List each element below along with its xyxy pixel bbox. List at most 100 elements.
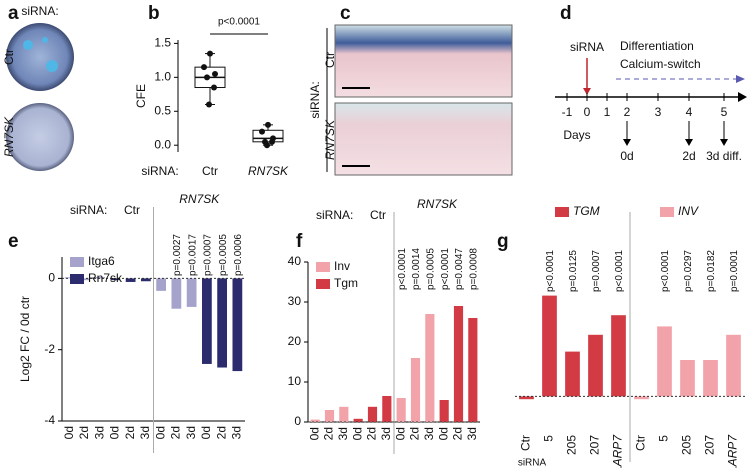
bar (657, 326, 672, 397)
x-tick-label: Ctr (519, 435, 533, 451)
day-label: 4 (686, 105, 693, 119)
y-tick-label: 1.0 (154, 70, 171, 84)
bar (125, 278, 136, 282)
bar (324, 410, 335, 422)
bar (726, 334, 741, 397)
bar (588, 334, 603, 397)
y-axis-label: CFE (134, 84, 148, 108)
panel-a (6, 23, 74, 171)
row-label: RN7SK (323, 119, 337, 160)
axis-label: Days (563, 128, 590, 142)
panel-label: c (340, 3, 351, 24)
p-value: p<0.0001 (440, 248, 451, 290)
bar (611, 315, 626, 397)
p-value: p<0.0001 (614, 250, 625, 292)
x-tick-label: LARP7 (726, 434, 740, 468)
data-point (201, 64, 207, 71)
x-tick-label: 3d (336, 427, 350, 440)
y-tick-label: 0 (294, 414, 301, 428)
y-tick-label: -4 (44, 413, 55, 427)
legend-label: TGM (573, 204, 600, 218)
y-tick-label: 10 (288, 374, 302, 388)
legend-swatch (660, 207, 674, 217)
x-tick-label: 0d (62, 426, 76, 439)
bar (140, 278, 151, 282)
x-tick-label: 3d (422, 427, 436, 440)
panel-d (555, 58, 747, 102)
panel-c (326, 24, 513, 176)
colony (42, 37, 48, 43)
x-tick-label: RN7SK (248, 164, 289, 178)
p-value: p=0.0001 (729, 250, 740, 292)
y-tick-label: 0.5 (154, 103, 171, 117)
group-label: Ctr (370, 208, 386, 222)
y-axis-label: Log2 FC / 0d ctr (18, 296, 32, 382)
legend-label: Tgm (334, 276, 358, 290)
day-label: 3 (655, 105, 662, 119)
row-label: RN7SK (2, 116, 16, 157)
group-label: Ctr (124, 203, 140, 217)
histology-image (334, 102, 513, 176)
bar (64, 277, 75, 279)
day-label: 0 (584, 105, 591, 119)
panel-label: d (560, 3, 572, 24)
bar (425, 314, 435, 422)
arrow-head (583, 88, 591, 95)
x-tick-label: 0d (436, 427, 450, 440)
x-tick-label: 3d (92, 426, 106, 439)
arrow-head (623, 139, 631, 146)
p-value: p=0.0007 (203, 234, 214, 276)
y-tick-label: 20 (288, 334, 302, 348)
arrow-head (720, 139, 728, 146)
bar (186, 278, 197, 307)
bar (703, 360, 718, 397)
bar (468, 318, 478, 422)
data-point (264, 142, 270, 149)
p-value: p=0.0182 (706, 250, 717, 292)
legend-swatch (316, 262, 330, 272)
day-label: 5 (721, 105, 728, 119)
x-axis-label: siRNA (518, 458, 547, 468)
x-tick-label: 205 (565, 435, 579, 455)
group-prefix: siRNA: (70, 203, 107, 217)
legend-label: Inv (334, 259, 350, 273)
y-tick-label: 40 (288, 254, 302, 268)
legend-label: Rn7sk (88, 271, 123, 285)
timepoint: 3d diff. (706, 149, 742, 163)
phase: Calcium-switch (620, 57, 701, 71)
data-point (206, 101, 212, 108)
legend-swatch (555, 207, 569, 217)
day-label: -1 (562, 105, 573, 119)
x-tick-label: 205 (680, 435, 694, 455)
x-tick-label: 5 (657, 435, 671, 442)
panel-label: f (296, 231, 303, 252)
p-value: p=0.0007 (591, 250, 602, 292)
x-tick-label: 207 (703, 435, 717, 455)
x-tick-label: LARP7 (611, 434, 625, 468)
bar (519, 396, 534, 400)
row-label: Ctr (2, 49, 16, 65)
bar (453, 306, 464, 422)
legend-swatch (70, 257, 84, 267)
p-value: p=0.0014 (411, 248, 422, 290)
bar (232, 278, 243, 372)
legend-swatch (70, 274, 84, 284)
panel-label: g (497, 231, 509, 252)
bar (310, 419, 320, 422)
dish-image (6, 103, 74, 171)
treatment: siRNA (570, 40, 604, 54)
x-tick-label: 2d (214, 426, 228, 439)
x-tick-label: 207 (588, 435, 602, 455)
y-tick-label: 0.0 (154, 137, 171, 151)
bar (634, 396, 649, 400)
y-tick-label: 1.5 (154, 36, 171, 50)
data-point (211, 84, 217, 91)
p-value: p=0.0017 (187, 234, 198, 276)
arrow-head (685, 139, 693, 146)
p-value: p<0.0001 (545, 250, 556, 292)
timepoint: 2d (682, 149, 695, 163)
p-value: p=0.0297 (683, 250, 694, 292)
group-label: RN7SK (179, 192, 220, 206)
phase: Differentiation (620, 39, 694, 53)
